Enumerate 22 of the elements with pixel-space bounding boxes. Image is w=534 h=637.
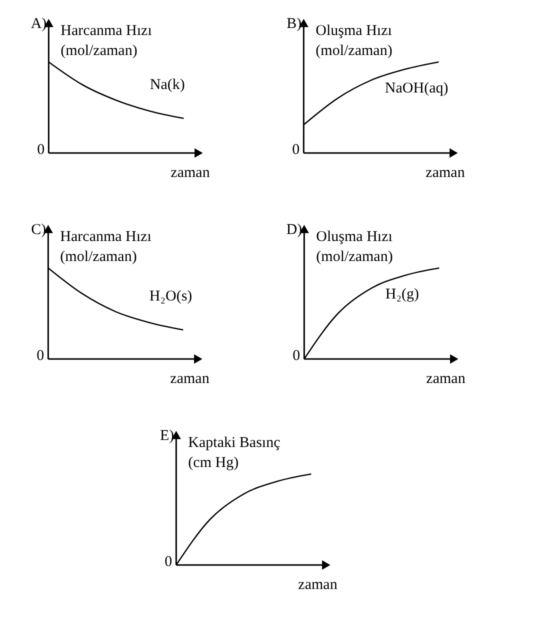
text: 0 — [292, 142, 300, 158]
annotation: Na(k) — [150, 76, 185, 93]
text: 0 — [36, 348, 44, 364]
x-axis-title: zaman — [170, 371, 210, 387]
chart-title: B) — [286, 16, 302, 32]
x-axis-title: zaman — [170, 165, 210, 181]
text: 0 — [164, 554, 172, 570]
x-axis-title: zaman — [426, 165, 466, 181]
y-axis-title: Oluşma Hızı (mol/zaman) — [316, 229, 393, 265]
text: 0 — [292, 348, 300, 364]
y-axis-title: Kaptaki Basınç (cm Hg) — [188, 435, 281, 471]
annotation: H₂(g) — [385, 286, 419, 302]
y-axis-title: Oluşma Hızı (mol/zaman) — [316, 23, 392, 59]
y-axis-title: Harcanma Hızı (mol/zaman) — [60, 229, 152, 265]
y-axis-title: Harcanma Hızı (mol/zaman) — [60, 23, 152, 59]
x-axis-title: zaman — [426, 371, 466, 387]
annotation: H₂O(s) — [149, 288, 192, 304]
annotation: NaOH(aq) — [384, 80, 448, 96]
chart-title: E) — [160, 428, 174, 444]
x-axis-title: zaman — [298, 577, 338, 593]
text: 0 — [37, 142, 45, 158]
chart-title: D) — [286, 222, 302, 238]
